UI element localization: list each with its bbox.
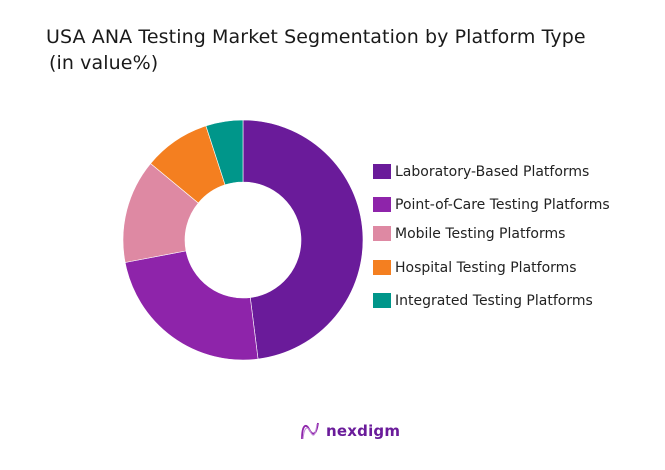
legend-item: Integrated Testing Platforms xyxy=(373,292,610,309)
nexdigm-wave-icon xyxy=(301,422,319,440)
legend-label: Integrated Testing Platforms xyxy=(395,292,593,309)
legend-item: Hospital Testing Platforms xyxy=(373,259,610,276)
chart-title-line2: (in value%) xyxy=(49,52,159,74)
legend-label: Point-of-Care Testing Platforms xyxy=(395,196,610,213)
legend-item: Mobile Testing Platforms xyxy=(373,225,610,242)
donut-slice xyxy=(124,250,259,361)
legend-label: Hospital Testing Platforms xyxy=(395,259,577,276)
nexdigm-logo: nexdigm xyxy=(300,421,400,441)
donut-slice xyxy=(205,119,244,186)
donut-chart xyxy=(122,119,364,361)
legend-item: Laboratory-Based Platforms xyxy=(373,163,610,180)
chart-title: USA ANA Testing Market Segmentation by P… xyxy=(46,24,586,76)
legend-swatch xyxy=(373,164,391,179)
donut-slice xyxy=(242,119,364,360)
legend-item: Point-of-Care Testing Platforms xyxy=(373,196,610,213)
chart-title-line1: USA ANA Testing Market Segmentation by P… xyxy=(46,26,586,48)
legend-swatch xyxy=(373,197,391,212)
legend-swatch xyxy=(373,260,391,275)
legend-swatch xyxy=(373,293,391,308)
chart-legend: Laboratory-Based Platforms Point-of-Care… xyxy=(373,163,610,325)
legend-label: Mobile Testing Platforms xyxy=(395,225,566,242)
logo-text: nexdigm xyxy=(326,422,401,440)
legend-swatch xyxy=(373,226,391,241)
legend-label: Laboratory-Based Platforms xyxy=(395,163,590,180)
